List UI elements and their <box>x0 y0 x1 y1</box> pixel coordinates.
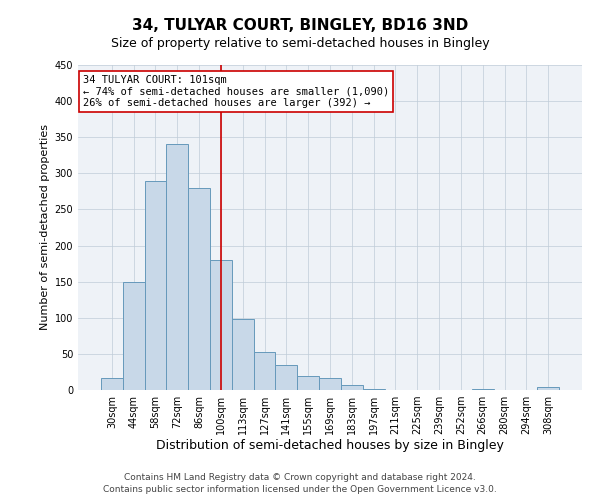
Bar <box>472 388 494 390</box>
Bar <box>319 378 341 390</box>
Text: 34, TULYAR COURT, BINGLEY, BD16 3ND: 34, TULYAR COURT, BINGLEY, BD16 3ND <box>132 18 468 32</box>
Bar <box>123 282 145 390</box>
Bar <box>363 388 385 390</box>
Text: Size of property relative to semi-detached houses in Bingley: Size of property relative to semi-detach… <box>110 38 490 51</box>
Text: 34 TULYAR COURT: 101sqm
← 74% of semi-detached houses are smaller (1,090)
26% of: 34 TULYAR COURT: 101sqm ← 74% of semi-de… <box>83 74 389 108</box>
Bar <box>254 352 275 390</box>
Bar <box>101 378 123 390</box>
Y-axis label: Number of semi-detached properties: Number of semi-detached properties <box>40 124 50 330</box>
Bar <box>341 385 363 390</box>
Bar <box>210 260 232 390</box>
Bar <box>232 319 254 390</box>
Bar <box>188 188 210 390</box>
Bar <box>297 376 319 390</box>
Bar <box>166 144 188 390</box>
Bar <box>145 180 166 390</box>
X-axis label: Distribution of semi-detached houses by size in Bingley: Distribution of semi-detached houses by … <box>156 438 504 452</box>
Text: Contains public sector information licensed under the Open Government Licence v3: Contains public sector information licen… <box>103 484 497 494</box>
Bar <box>275 364 297 390</box>
Bar <box>537 387 559 390</box>
Text: Contains HM Land Registry data © Crown copyright and database right 2024.: Contains HM Land Registry data © Crown c… <box>124 473 476 482</box>
